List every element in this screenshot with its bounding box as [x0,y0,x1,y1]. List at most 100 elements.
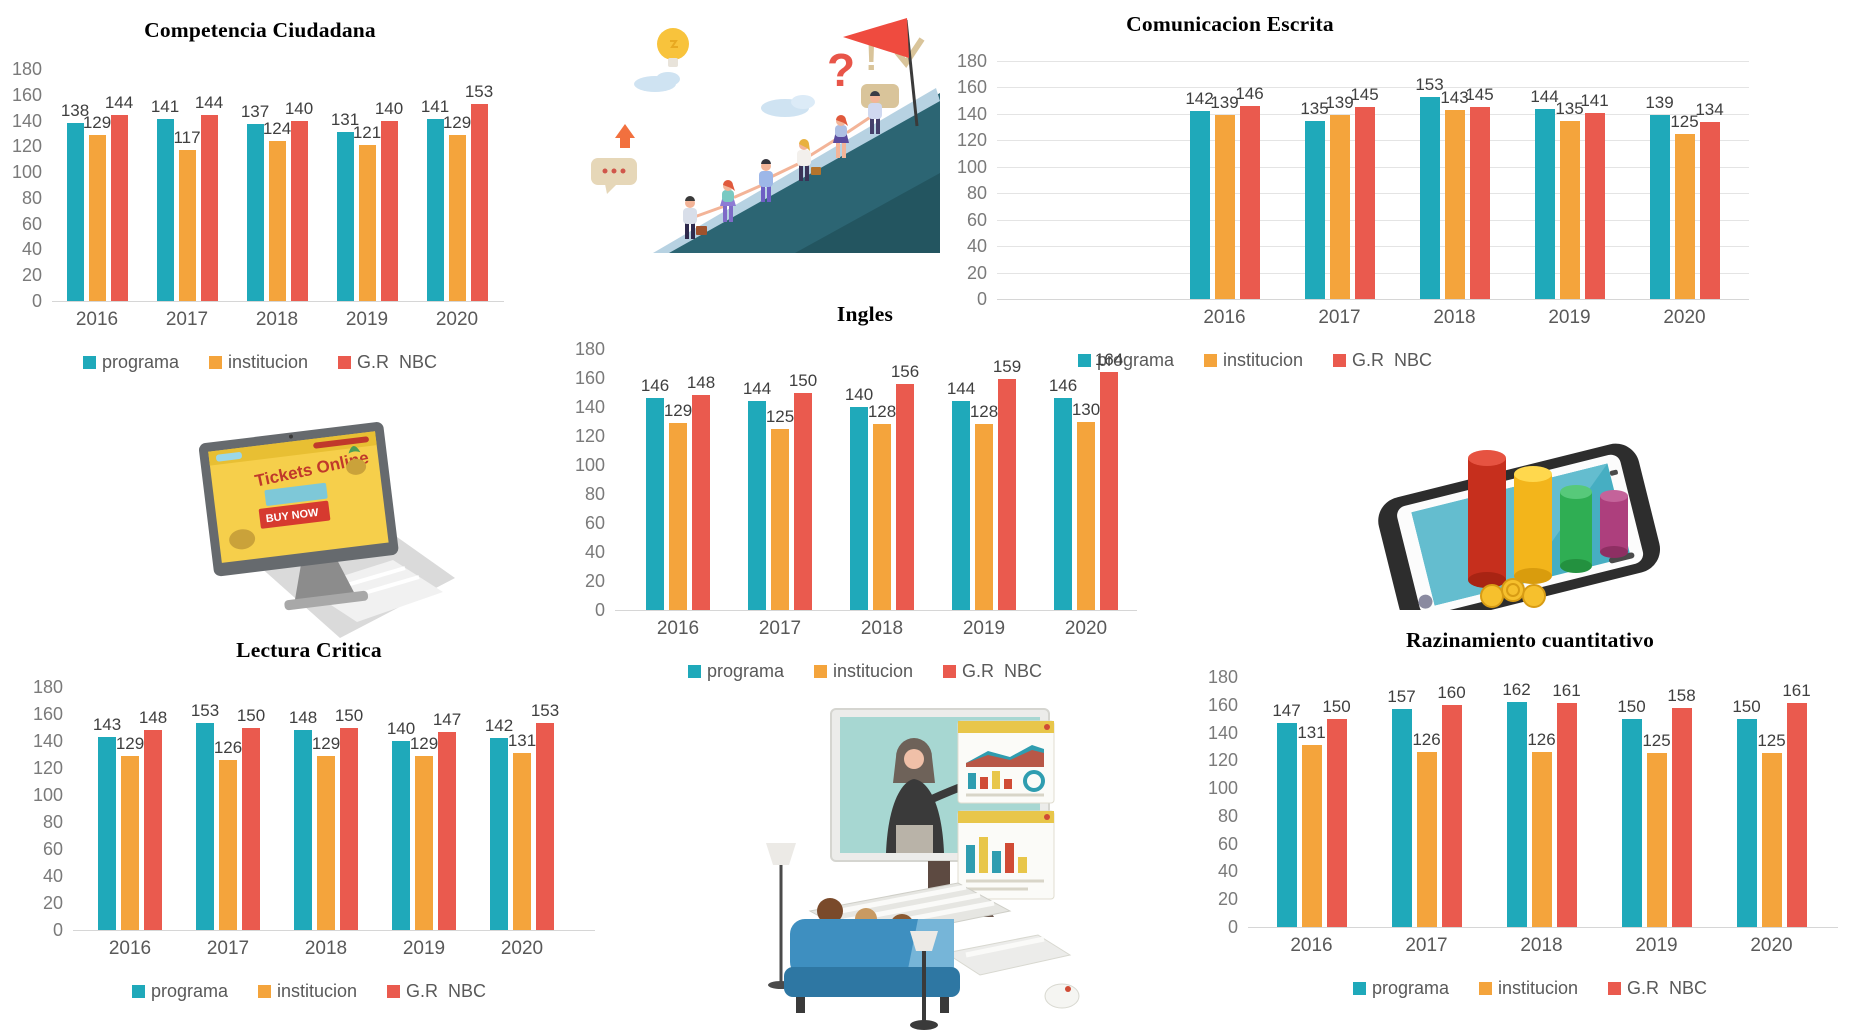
legend-label: institucion [1222,350,1304,370]
bar-value-label: 156 [890,361,920,381]
bar-slot: 140 [285,99,313,301]
legend-swatch-icon [338,356,352,369]
bar-group-2020: 139 125 134 [1627,61,1742,299]
couch-with-people [784,898,960,1013]
chart-legend: programa institucion G.R NBC [545,661,1185,682]
legend-swatch-icon [687,665,701,678]
bar-slot: 125 [766,407,794,610]
bar-value-label: 117 [173,128,201,148]
bar-value-label: 138 [60,101,90,121]
bar-programa-2016 [646,398,664,610]
x-axis-label-2020: 2020 [435,309,479,330]
bar-value-label: 153 [530,701,560,721]
bar-slot: 159 [993,357,1021,610]
y-axis-tick-label: 160 [574,368,605,388]
bar-slot: 128 [970,402,998,610]
legend-label: programa [1096,350,1174,370]
chart-lectura-critica: Lectura Critica 0 20 40 60 80 100 120 140 160 180… [3,622,615,1002]
bar-group-2017: 144 125 150 [729,349,831,610]
monitor-screen [830,708,1055,900]
legend-label: G.R NBC [406,981,487,1001]
legend-swatch-icon [82,356,96,369]
y-axis-tick-label: 160 [32,704,63,724]
bar-institucion-2018 [873,424,891,610]
y-axis-tick-label: 160 [1207,694,1238,715]
legend-item-g-r-nbc: G.R NBC [387,981,486,1002]
legend-swatch-icon [1478,982,1492,995]
bar-slot: 144 [105,93,133,301]
keyboard-icon [808,882,1072,976]
bar-g-r-nbc-2016 [1326,718,1347,927]
chart-competencia-ciudadana: Competencia Ciudadana 0 20 40 60 80 100 120 140… [4,12,516,373]
bar-value-label: 129 [311,733,341,753]
bar-slot: 128 [868,402,896,610]
chart-title: Competencia Ciudadana [144,18,376,42]
bar-value-label: 143 [92,714,122,734]
bar-value-label: 145 [1465,85,1494,105]
bar-value-label: 150 [236,705,266,725]
bar-g-r-nbc-2019 [438,731,456,930]
bar-slot: 156 [891,362,919,610]
bar-group-2016: 146 129 148 [627,349,729,610]
x-axis-label-2019: 2019 [962,618,1006,639]
bar-value-label: 140 [284,98,314,118]
chart-title: Ingles [836,302,894,326]
chart-title: Razinamiento cuantitativo [1405,628,1655,652]
bar-group-2018: 137 124 140 [232,69,322,301]
chart-body: 0 20 40 60 80 100 120 140 160 180 146 129 148 144 125 1… [545,339,1185,620]
bar-slot: 164 [1095,350,1123,610]
bar-value-label: 139 [1325,93,1354,113]
chart-title: Lectura Critica [236,638,382,662]
bar-slot: 143 [1440,88,1469,299]
bar-institucion-2020 [1761,753,1782,927]
bar-institucion-2016 [88,134,106,301]
legend-swatch-icon [208,356,222,369]
bar-institucion-2019 [975,424,993,610]
bar-institucion-2017 [178,150,196,301]
bar-group-2020: 150 125 161 [1714,677,1829,927]
bar-group-2016: 143 129 148 [81,687,179,930]
y-axis-tick-label: 140 [32,731,63,751]
bar-g-r-nbc-2018 [1469,107,1490,299]
bar-slot: 135 [1300,99,1329,299]
bar-g-r-nbc-2019 [998,379,1016,610]
x-axis-label-2016: 2016 [75,309,119,330]
bar-programa-2019 [336,132,354,301]
coins-icon [1480,578,1546,608]
bar-slot: 129 [664,401,692,610]
bar-value-label: 161 [1782,681,1811,701]
legend-label: institucion [276,981,358,1001]
legend-swatch-icon [943,665,957,678]
bar-g-r-nbc-2017 [200,115,218,301]
bar-value-label: 125 [1757,731,1786,751]
bar-programa-2016 [1189,111,1210,299]
y-axis-tick-label: 120 [1207,750,1238,771]
legend-label: programa [706,661,784,681]
bar-group-2019: 140 129 147 [375,687,473,930]
bar-institucion-2019 [1559,120,1580,299]
up-arrow-icon [615,124,635,148]
bar-slot: 146 [1049,376,1077,610]
bar-value-label: 135 [1555,98,1584,118]
chart-legend: programa institucion G.R NBC [1140,978,1856,999]
legend-label: G.R NBC [1627,978,1708,998]
bar-value-label: 137 [240,102,270,122]
bar-group-2019: 144 128 159 [933,349,1035,610]
y-axis-tick-label: 0 [594,600,605,620]
bar-value-label: 157 [1387,686,1416,706]
bar-value-label: 144 [104,93,134,113]
chart-comunicacion-escrita: Comunicacion Escrita 0 20 40 60 80 100 120 140 1… [945,4,1853,371]
bar-g-r-nbc-2016 [1239,105,1260,299]
bar-value-label: 146 [1048,376,1078,396]
bar-value-label: 148 [288,708,318,728]
legend-item-programa: programa [82,352,179,373]
bar-slot: 126 [214,738,242,930]
legend-item-institucion: institucion [257,981,358,1002]
y-axis: 0 20 40 60 80 100 120 140 160 180 [4,59,52,311]
y-axis-tick-label: 140 [956,103,987,124]
bar-programa-2018 [850,407,868,610]
bar-group-2016: 147 131 150 [1254,677,1369,927]
bar-programa-2018 [294,730,312,930]
bar-programa-2017 [196,723,214,930]
